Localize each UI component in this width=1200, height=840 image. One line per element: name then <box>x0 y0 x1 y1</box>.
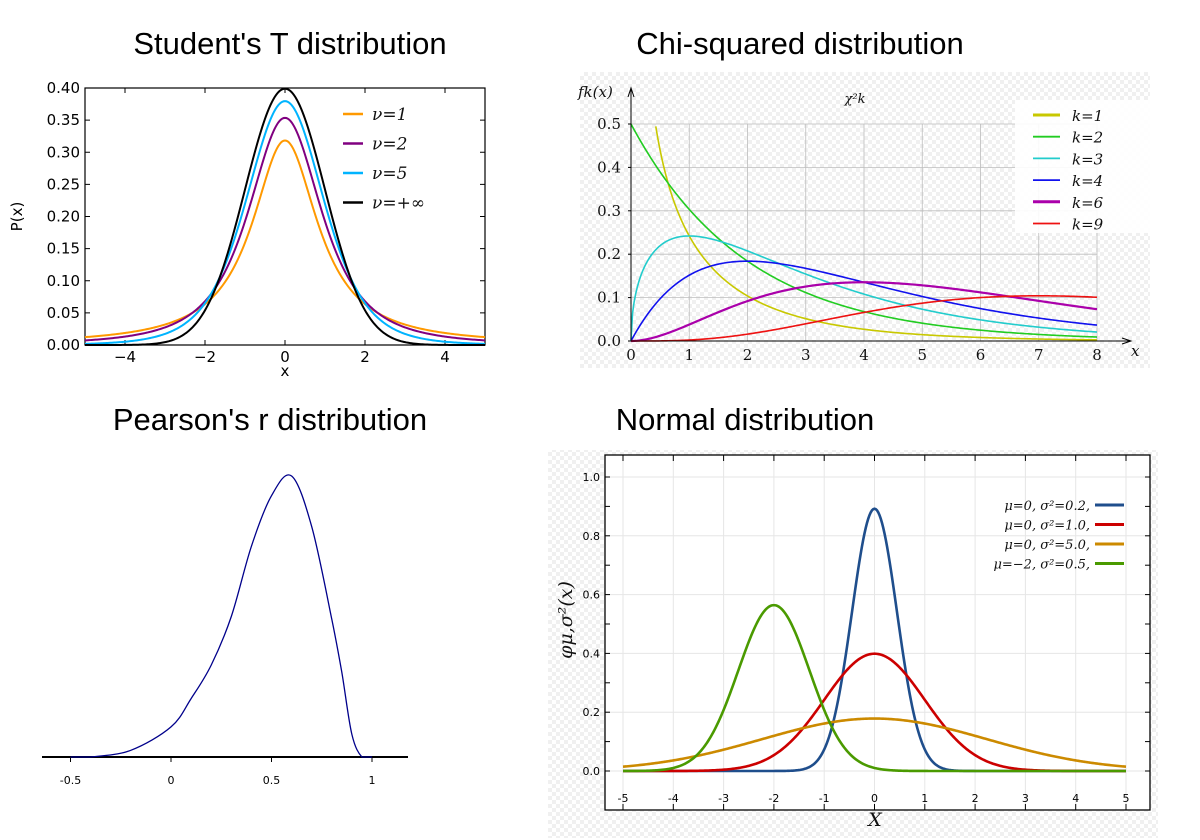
legend-label: ν=2 <box>372 135 407 155</box>
y-tick-label: 0.2 <box>583 706 601 719</box>
x-tick-label: 4 <box>440 348 450 366</box>
x-tick-label: -3 <box>718 792 729 805</box>
x-tick-label: 0.5 <box>263 774 281 787</box>
x-tick-label: -0.5 <box>60 774 81 787</box>
normal-title: Normal distribution <box>616 402 874 437</box>
distribution-curve <box>70 474 372 758</box>
legend-label: k=2 <box>1072 129 1103 147</box>
y-tick-label: 0.00 <box>47 336 80 354</box>
series-line-0 <box>654 126 1098 341</box>
legend-label: k=1 <box>1072 107 1103 125</box>
legend-label: k=9 <box>1072 216 1104 234</box>
series-line-1 <box>84 116 486 342</box>
student-t-title: Student's T distribution <box>133 26 446 61</box>
pearson-title: Pearson's r distribution <box>113 402 427 437</box>
chi-squared-chart: 0.0 0.1 0.2 0.3 0.4 0.5 0 1 2 3 4 5 6 7 8 fk(x) χ²k x k=1 k… <box>577 72 1150 368</box>
series-line-3 <box>85 87 485 346</box>
x-tick-label: 0 <box>626 346 636 364</box>
y-tick-label: 0.8 <box>583 530 601 543</box>
x-tick-label: 8 <box>1092 346 1102 364</box>
series-line-3 <box>623 603 1126 773</box>
x-tick-label: 3 <box>1022 792 1029 805</box>
series-line-2 <box>622 717 1127 768</box>
x-tick-label: -1 <box>819 792 830 805</box>
x-tick-label: −4 <box>114 348 136 366</box>
x-tick-label: 5 <box>1123 792 1130 805</box>
x-tick-label: -5 <box>618 792 629 805</box>
x-tick-label: 1 <box>921 792 928 805</box>
x-tick-label: 0 <box>871 792 878 805</box>
x-tick-label: 4 <box>859 346 869 364</box>
legend-label: ν=+∞ <box>372 194 425 214</box>
y-tick-label: 0.05 <box>47 304 80 322</box>
y-tick-label: 0.4 <box>583 647 601 660</box>
y-tick-label: 0.25 <box>47 175 80 193</box>
y-tick-label: 0.30 <box>47 143 80 161</box>
y-tick-label: 0.5 <box>597 115 621 133</box>
plot-frame <box>84 87 486 346</box>
legend-label: ν=5 <box>372 164 407 184</box>
y-tick-label: 0.3 <box>597 202 621 220</box>
x-tick-label: 2 <box>972 792 979 805</box>
inner-title: χ²k <box>844 92 866 107</box>
x-tick-label: 3 <box>801 346 811 364</box>
x-tick-label: 0 <box>280 348 290 366</box>
y-tick-label: 0.2 <box>597 245 621 263</box>
x-axis-label: x <box>281 362 290 380</box>
x-tick-label: 0 <box>168 774 175 787</box>
legend-label: k=4 <box>1072 172 1103 190</box>
x-tick-label: 1 <box>369 774 376 787</box>
legend-box <box>1015 100 1150 233</box>
y-tick-label: 0.35 <box>47 111 80 129</box>
y-tick-label: 0.0 <box>583 765 601 778</box>
series-line-0 <box>84 139 486 339</box>
normal-chart: -5 -4 -3 -2 -1 0 1 2 3 4 5 0.0 0.2 0.4 0.6 0.8 1.0 Xφμ,σ²… <box>548 450 1158 838</box>
x-tick-label: 6 <box>976 346 986 364</box>
legend-label: k=3 <box>1072 150 1103 168</box>
x-tick-label: 2 <box>360 348 370 366</box>
legend-label: ν=1 <box>372 105 407 125</box>
y-tick-label: 0.15 <box>47 240 80 258</box>
legend-label: μ=−2, σ²=0.5, <box>993 558 1090 573</box>
series-line-4 <box>630 281 1098 343</box>
y-axis-label: φμ,σ²(x) <box>555 581 577 659</box>
y-tick-label: 1.0 <box>583 471 601 484</box>
y-axis-label: P(x) <box>8 202 26 232</box>
y-tick-label: 0.10 <box>47 272 80 290</box>
legend-label: μ=0, σ²=1.0, <box>1004 519 1090 534</box>
legend-label: μ=0, σ²=5.0, <box>1004 538 1090 553</box>
pearson-chart: -0.5 0 0.5 1 <box>42 474 408 787</box>
y-tick-label: 0.1 <box>597 289 621 307</box>
x-tick-label: −2 <box>194 348 216 366</box>
x-tick-label: -2 <box>768 792 779 805</box>
x-tick-label: 4 <box>1072 792 1079 805</box>
x-axis-label: x <box>1131 342 1140 360</box>
series-line-2 <box>84 100 486 345</box>
plot-frame <box>604 454 1151 811</box>
series-line-2 <box>630 235 1098 342</box>
legend-label: μ=0, σ²=0.2, <box>1004 499 1090 514</box>
y-axis-label: fk(x) <box>577 83 613 101</box>
legend-label: k=6 <box>1072 194 1104 212</box>
x-tick-label: 5 <box>917 346 927 364</box>
y-tick-label: 0.6 <box>583 589 601 602</box>
y-axis-arrow <box>627 86 635 98</box>
y-tick-label: 0.40 <box>47 79 80 97</box>
x-axis-arrow <box>1121 337 1133 345</box>
x-tick-label: 1 <box>684 346 694 364</box>
y-tick-label: 0.20 <box>47 208 80 226</box>
series-line-5 <box>631 295 1098 342</box>
student-t-chart: −4 −2 0 2 4 0.00 0.05 0.10 0.15 0.20 0.25 0.30 0.35 0… <box>8 79 486 380</box>
x-axis-label: X <box>866 809 883 831</box>
y-tick-label: 0.0 <box>597 332 621 350</box>
chi-squared-title: Chi-squared distribution <box>636 26 963 61</box>
x-tick-label: 2 <box>743 346 753 364</box>
x-tick-label: -4 <box>668 792 679 805</box>
x-tick-label: 7 <box>1034 346 1044 364</box>
y-tick-label: 0.4 <box>597 158 621 176</box>
